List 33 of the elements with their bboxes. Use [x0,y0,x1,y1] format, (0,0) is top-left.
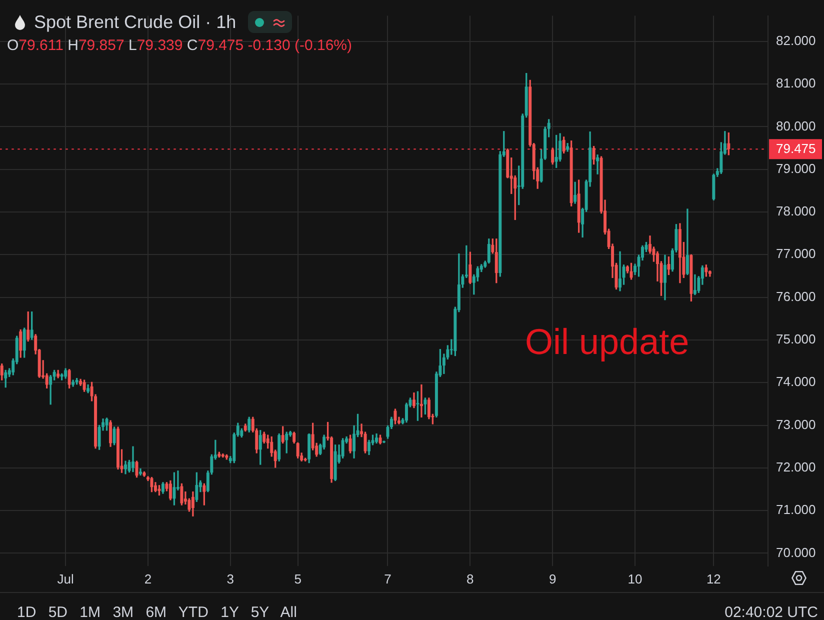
candlestick [596,154,600,174]
x-tick-label: 9 [548,571,556,586]
candlestick [131,446,134,472]
y-tick-label: 73.000 [776,416,816,432]
text: 1D 5D 1M 3M 6M YTD 1Y 5Y All [17,604,297,620]
chart-title: Spot Brent Crude Oil · 1h [34,11,236,33]
ref-line-label: 79.475 [776,141,816,156]
candlestick [618,251,622,292]
x-tick-label: 8 [466,571,474,586]
y-tick-label: 76.000 [776,288,816,304]
x-tick-label: 2 [144,571,152,586]
y-tick-label: 82.000 [776,32,816,48]
annotation: Oil update [525,321,690,362]
candlestick [420,384,423,418]
y-tick-label: 75.000 [776,332,816,347]
text: 02:40:02 UTC [724,604,818,620]
y-tick-label: 70.000 [776,544,816,560]
y-tick-label: 74.000 [776,374,816,390]
y-tick-label: 72.000 [776,459,816,474]
x-tick-label: 10 [628,571,642,586]
y-tick-label: 80.000 [776,118,816,134]
x-tick-label: 3 [226,571,234,586]
y-tick-label: 81.000 [776,76,816,91]
annotation: O79.611 H79.857 L79.339 C79.475 -0.130 (-0.16%) [7,37,352,54]
y-tick-label: 77.000 [776,246,816,262]
x-tick-label: 7 [384,571,392,586]
candlestick [693,274,696,296]
x-tick-label: 12 [706,571,721,586]
y-tick-label: 79.000 [776,160,816,176]
y-tick-label: 78.000 [776,204,816,219]
x-tick-label: 5 [294,571,302,586]
y-tick-label: 71.000 [776,502,816,518]
x-tick-label: Jul [57,571,74,586]
